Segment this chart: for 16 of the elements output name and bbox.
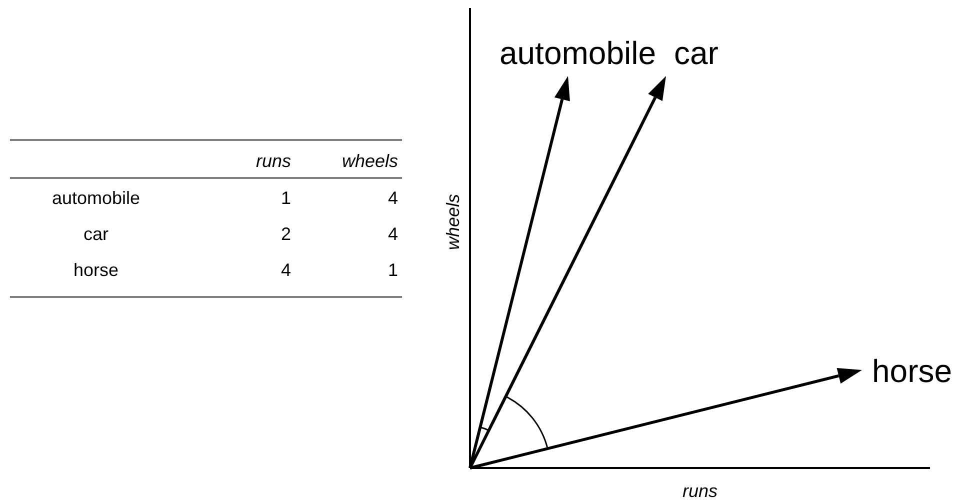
category-label: horse [872, 353, 952, 389]
text: runs [682, 481, 718, 501]
data-label: 1 [388, 260, 398, 280]
text: wheels [342, 151, 398, 171]
category-label: horse [73, 260, 119, 280]
data-label: 4 [280, 260, 291, 280]
data-label: 4 [388, 224, 398, 244]
category-label: car [83, 224, 109, 244]
data-label: 2 [280, 224, 291, 244]
category-label: car [674, 35, 719, 71]
data-label: 1 [280, 188, 291, 208]
category-label: automobile [499, 35, 656, 71]
text: runs [256, 151, 291, 171]
category-label: automobile [52, 188, 140, 208]
text: wheels [443, 194, 463, 250]
data-label: 4 [388, 188, 398, 208]
